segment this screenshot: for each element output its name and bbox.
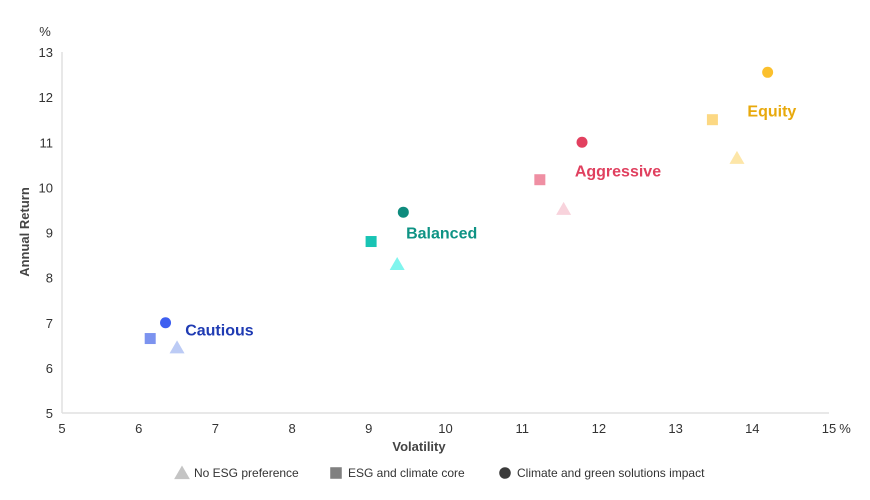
x-tick-label: 9 xyxy=(365,421,372,436)
legend-item: Climate and green solutions impact xyxy=(499,466,705,480)
legend-triangle-icon xyxy=(174,465,190,480)
y-tick-label: 9 xyxy=(46,226,53,241)
balanced-circle-point xyxy=(397,206,409,218)
legend-label: Climate and green solutions impact xyxy=(517,466,705,480)
y-tick-label: 5 xyxy=(46,406,53,421)
balanced-triangle-point xyxy=(389,256,405,270)
x-tick-label: 12 xyxy=(592,421,606,436)
x-tick-label: 15 xyxy=(822,421,836,436)
x-tick-label: 7 xyxy=(212,421,219,436)
group-label-equity: Equity xyxy=(747,104,796,121)
aggressive-circle-point xyxy=(576,136,588,148)
legend-square-icon xyxy=(330,467,342,479)
cautious-triangle-point xyxy=(169,340,185,354)
equity-circle-point xyxy=(762,66,774,78)
y-tick-label: 10 xyxy=(39,180,53,195)
equity-triangle-point xyxy=(729,150,745,164)
legend-item: ESG and climate core xyxy=(330,466,465,480)
y-tick-labels: 5 6 7 8 9 10 11 12 13 xyxy=(39,45,53,421)
balanced-square-point xyxy=(365,236,377,248)
group-labels: Cautious Balanced Aggressive Equity xyxy=(185,104,796,340)
aggressive-triangle-point xyxy=(556,201,572,215)
legend-item: No ESG preference xyxy=(174,465,299,480)
cautious-square-point xyxy=(144,333,156,345)
y-tick-label: 12 xyxy=(39,90,53,105)
y-tick-label: 6 xyxy=(46,361,53,376)
aggressive-square-point xyxy=(534,174,546,186)
y-tick-label: 13 xyxy=(39,45,53,60)
legend-circle-icon xyxy=(499,467,511,479)
x-axis-title: Volatility xyxy=(392,439,446,454)
equity-square-point xyxy=(706,114,718,126)
x-tick-label: 6 xyxy=(135,421,142,436)
group-label-cautious: Cautious xyxy=(185,323,254,340)
x-tick-label: 8 xyxy=(288,421,295,436)
x-tick-label: 14 xyxy=(745,421,759,436)
axes xyxy=(61,52,829,414)
y-tick-label: 7 xyxy=(46,316,53,331)
group-label-aggressive: Aggressive xyxy=(575,164,661,181)
group-label-balanced: Balanced xyxy=(406,226,477,243)
y-tick-label: 8 xyxy=(46,271,53,286)
x-tick-label: 13 xyxy=(668,421,682,436)
data-points xyxy=(144,66,774,354)
y-unit-label: % xyxy=(39,24,51,39)
legend-label: ESG and climate core xyxy=(348,466,465,480)
x-tick-labels: 5 6 7 8 9 10 11 12 13 14 15 xyxy=(58,421,836,436)
legend-label: No ESG preference xyxy=(194,466,299,480)
x-tick-label: 5 xyxy=(58,421,65,436)
x-tick-label: 11 xyxy=(515,421,529,436)
x-unit-label: % xyxy=(839,421,851,436)
x-tick-label: 10 xyxy=(438,421,452,436)
y-axis-title: Annual Return xyxy=(17,187,32,277)
y-tick-label: 11 xyxy=(40,135,54,150)
legend: No ESG preference ESG and climate core Cli… xyxy=(174,465,705,480)
cautious-circle-point xyxy=(160,317,172,329)
